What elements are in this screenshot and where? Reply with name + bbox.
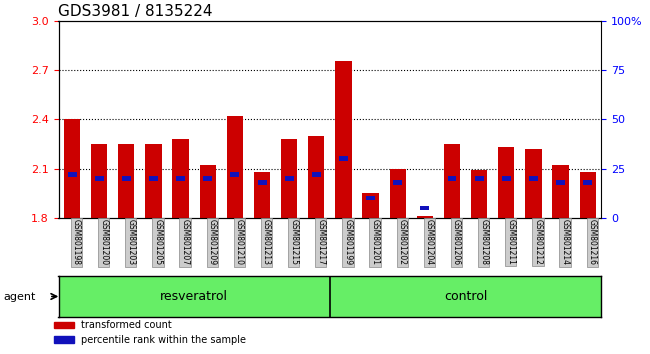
Text: GSM801198: GSM801198 — [72, 219, 81, 266]
Bar — [447, 176, 456, 181]
Bar — [200, 165, 216, 218]
Bar — [146, 144, 162, 218]
Bar — [285, 176, 294, 181]
Text: GSM801206: GSM801206 — [452, 219, 461, 266]
Bar — [529, 176, 538, 181]
Text: GSM801209: GSM801209 — [208, 219, 216, 266]
Text: GSM801203: GSM801203 — [126, 219, 135, 266]
Text: GSM801210: GSM801210 — [235, 219, 244, 266]
Text: GSM801217: GSM801217 — [317, 219, 325, 266]
Bar — [254, 172, 270, 218]
Text: GSM801200: GSM801200 — [99, 219, 108, 266]
Bar — [122, 176, 131, 181]
Text: GSM801207: GSM801207 — [181, 219, 190, 266]
Bar — [95, 176, 104, 181]
Bar — [444, 144, 460, 218]
Bar — [149, 176, 158, 181]
Text: GSM801208: GSM801208 — [479, 219, 488, 266]
Bar — [118, 144, 135, 218]
Bar — [583, 180, 592, 185]
Bar — [366, 196, 375, 200]
Bar — [257, 180, 266, 185]
Text: GSM801205: GSM801205 — [153, 219, 162, 266]
Bar — [335, 61, 352, 218]
Bar — [281, 139, 297, 218]
Text: GSM801202: GSM801202 — [398, 219, 407, 266]
Text: GSM801212: GSM801212 — [534, 219, 542, 265]
Bar — [552, 165, 569, 218]
Bar — [393, 180, 402, 185]
Bar — [230, 172, 239, 177]
Bar — [389, 169, 406, 218]
Bar — [68, 172, 77, 177]
Text: GSM801204: GSM801204 — [425, 219, 434, 266]
Bar — [421, 206, 430, 210]
Bar — [363, 193, 379, 218]
Text: GDS3981 / 8135224: GDS3981 / 8135224 — [58, 4, 213, 19]
Bar — [417, 216, 433, 218]
Text: control: control — [444, 290, 488, 303]
Bar — [172, 139, 188, 218]
Bar — [91, 144, 107, 218]
Bar — [580, 172, 596, 218]
Text: GSM801213: GSM801213 — [262, 219, 271, 266]
Bar — [203, 176, 213, 181]
Bar — [312, 172, 321, 177]
Bar — [308, 136, 324, 218]
Bar — [556, 180, 565, 185]
Bar — [339, 156, 348, 161]
Text: GSM801201: GSM801201 — [370, 219, 380, 266]
Text: GSM801199: GSM801199 — [343, 219, 352, 266]
Bar — [227, 116, 243, 218]
Bar — [471, 170, 488, 218]
Bar — [64, 120, 80, 218]
Bar — [525, 149, 541, 218]
Bar — [176, 176, 185, 181]
Text: resveratrol: resveratrol — [160, 290, 228, 303]
Legend: transformed count, percentile rank within the sample: transformed count, percentile rank withi… — [50, 316, 250, 349]
Text: GSM801216: GSM801216 — [588, 219, 597, 266]
Text: GSM801215: GSM801215 — [289, 219, 298, 266]
Text: GSM801211: GSM801211 — [506, 219, 515, 265]
Bar — [474, 176, 484, 181]
Text: GSM801214: GSM801214 — [560, 219, 569, 266]
Text: agent: agent — [3, 292, 36, 302]
Bar — [498, 147, 514, 218]
Bar — [502, 176, 511, 181]
